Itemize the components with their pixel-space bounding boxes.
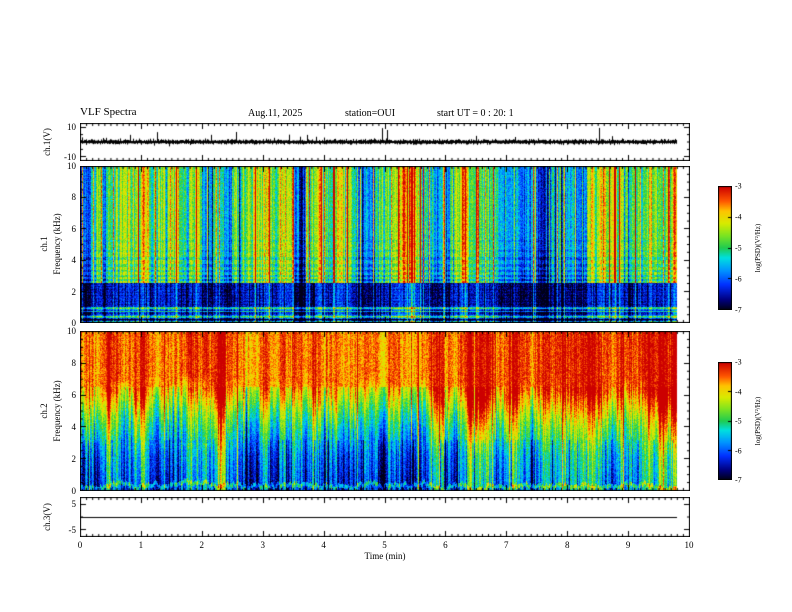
ch1-spec-channel-label: ch.1: [39, 236, 49, 252]
colorbar2-tick-label: -3: [735, 357, 742, 367]
ch3-wave-ytick-label: 5: [71, 498, 77, 509]
x-tick-label: 7: [504, 540, 509, 550]
header-station: station=OUI: [345, 108, 396, 119]
colorbar1-tick-label: -6: [735, 274, 742, 284]
x-tick-label: 10: [684, 540, 694, 550]
ch1-spec-ytick-label: 8: [71, 192, 77, 203]
ch2-spec-ytick-label: 4: [71, 422, 77, 432]
ch2-colorbar: [718, 362, 732, 480]
ch2-spectrogram-panel: [80, 331, 690, 491]
colorbar2-tick-label: -5: [735, 416, 742, 426]
time-axis-label: Time (min): [364, 551, 406, 561]
ch3-waveform-panel: [80, 497, 690, 537]
ch1-voltage-ylabel: ch.1(V): [42, 128, 52, 156]
colorbar1-tick-label: -7: [735, 305, 742, 315]
ch2-spec-ytick-label: 2: [71, 454, 77, 464]
colorbar1-tick-label: -5: [735, 243, 742, 253]
ch1-waveform-panel: [80, 123, 690, 161]
x-tick-label: 6: [443, 540, 448, 550]
x-tick-label: 0: [77, 540, 83, 550]
ch3-voltage-ylabel: ch.3(V): [42, 503, 52, 531]
colorbar2-tick-label: -4: [735, 387, 742, 396]
ch1-spec-ytick-label: 6: [71, 223, 77, 234]
ch1-spec-ytick-label: 0: [71, 318, 77, 328]
ch1-spec-ytick-label: 2: [71, 286, 77, 297]
ch2-spec-ytick-label: 8: [71, 358, 77, 368]
ch2-spec-ytick-label: 10: [67, 326, 76, 336]
x-tick-label: 2: [199, 540, 205, 550]
x-tick-label: 5: [382, 540, 387, 550]
colorbar1-tick-label: -4: [735, 212, 742, 222]
ch1-spec-frequency-label: Frequency (kHz): [52, 213, 62, 275]
ch2-spec-channel-label: ch.2: [39, 403, 49, 419]
ch1-spec-ytick-label: 10: [67, 161, 76, 171]
x-tick-label: 1: [138, 540, 144, 550]
ch1-wave-ytick-label: 10: [67, 121, 76, 132]
ch2-spec-ytick-label: 6: [71, 390, 77, 400]
ch3-wave-ytick-label: -5: [68, 525, 77, 536]
x-tick-label: 8: [564, 540, 570, 550]
figure-title: VLF Spectra: [80, 106, 137, 118]
colorbar2-tick-label: -6: [735, 446, 742, 455]
colorbar1-label: log(PSD)(V²/Hz): [754, 223, 762, 273]
ch2-spec-ytick-label: 0: [71, 486, 77, 496]
ch1-colorbar: [718, 186, 732, 310]
colorbar2-tick-label: -7: [735, 475, 742, 485]
x-tick-label: 4: [321, 540, 326, 550]
colorbar2-label: log(PSD)(V²/Hz): [754, 396, 762, 446]
ch1-spectrogram-panel: [80, 166, 690, 323]
x-tick-label: 9: [625, 540, 631, 550]
ch1-spec-ytick-label: 4: [71, 255, 77, 266]
x-tick-label: 3: [260, 540, 265, 550]
colorbar1-tick-label: -3: [735, 181, 742, 191]
ch2-spec-frequency-label: Frequency (kHz): [52, 380, 62, 442]
header-start-ut: start UT = 0 : 20: 1: [437, 108, 514, 119]
ch1-wave-ytick-label: -10: [64, 152, 76, 163]
header-date: Aug.11, 2025: [248, 108, 303, 119]
